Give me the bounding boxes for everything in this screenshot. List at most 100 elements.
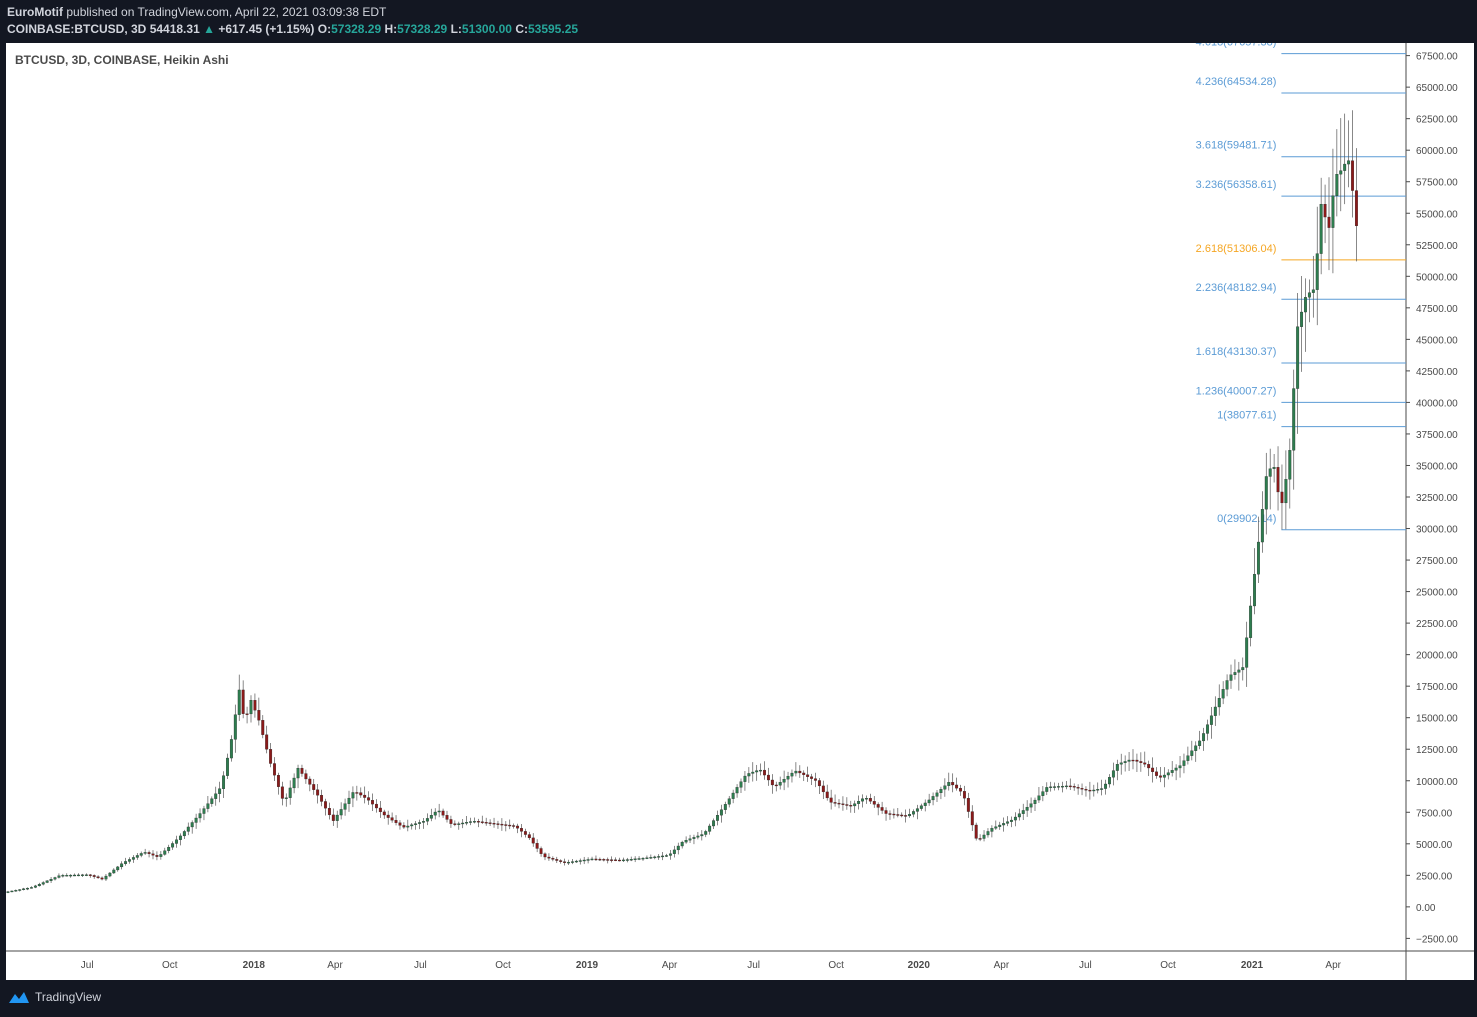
candle-body (198, 813, 202, 819)
candle-body (135, 855, 139, 858)
x-tick-label: 2019 (576, 960, 599, 971)
y-tick-label: 35000.00 (1416, 461, 1458, 472)
price-change: +617.45 (+1.15%) (218, 22, 315, 36)
candle-body (1135, 759, 1139, 762)
candle-body (923, 802, 927, 806)
candle-body (586, 859, 590, 861)
candle-body (10, 890, 14, 893)
candle-body (994, 826, 998, 829)
candle-body (339, 809, 343, 816)
candle-body (543, 853, 547, 858)
fib-level-label: 1.236(40007.27) (1196, 385, 1277, 397)
candle-body (868, 798, 872, 802)
candle-body (1237, 669, 1241, 673)
y-tick-label: 17500.00 (1416, 682, 1458, 693)
candle-body (167, 846, 171, 851)
candle-body (6, 891, 10, 893)
candle-body (1327, 216, 1331, 228)
candle-body (1339, 170, 1343, 175)
candle-body (504, 824, 508, 826)
candle-body (472, 821, 476, 823)
candle-body (610, 859, 614, 861)
candle-body (1064, 785, 1068, 788)
candle-body (1213, 706, 1217, 716)
candle-body (602, 859, 606, 861)
chart-panel[interactable]: 67500.00 65000.00 62500.00 60000.00 57500.00… (6, 43, 1474, 980)
candle-body (876, 804, 880, 808)
candle-body (1253, 574, 1256, 607)
candle-body (1084, 789, 1088, 791)
candle-body (794, 770, 798, 774)
candle-body (445, 815, 449, 820)
candle-body (927, 799, 931, 804)
candle-body (857, 801, 861, 804)
candle-body (625, 859, 629, 861)
candle-body (1311, 289, 1315, 293)
price-chart[interactable]: 67500.00 65000.00 62500.00 60000.00 57500.00… (6, 43, 1474, 980)
author-name[interactable]: EuroMotif (7, 5, 63, 19)
candle-body (1304, 297, 1307, 313)
candle-body (1147, 764, 1151, 769)
candle-body (712, 820, 716, 827)
candle-body (488, 822, 492, 824)
candle-body (508, 824, 512, 827)
x-tick-label: Apr (327, 960, 343, 971)
candle-body (606, 859, 610, 861)
candle-body (151, 853, 155, 856)
candle-body (845, 804, 849, 806)
candle-body (69, 874, 73, 877)
candle-body (896, 814, 900, 816)
candle-body (668, 853, 672, 856)
candle-body (500, 823, 504, 826)
y-tick-label: 62500.00 (1416, 115, 1458, 126)
candle-body (570, 861, 574, 863)
candle-body (618, 859, 621, 862)
candle-body (1292, 388, 1296, 451)
y-tick-label: 57500.00 (1416, 178, 1458, 189)
candle-body (1108, 777, 1111, 785)
candle-body (202, 808, 206, 814)
candle-body (1202, 733, 1206, 742)
candle-body (88, 874, 92, 876)
candle-body (104, 875, 108, 880)
candle-body (1225, 680, 1229, 690)
candle-body (182, 831, 186, 837)
candle-body (1315, 253, 1319, 290)
candle-body (935, 792, 939, 797)
candle-body (343, 803, 347, 810)
candle-body (163, 850, 167, 855)
candle-body (210, 798, 214, 804)
publish-line: EuroMotif published on TradingView.com, … (7, 5, 386, 19)
candle-body (249, 700, 253, 715)
candle-body (829, 797, 833, 803)
x-tick-label: Oct (1160, 960, 1176, 971)
candle-body (406, 825, 410, 828)
candle-body (621, 859, 625, 862)
candle-body (394, 820, 398, 823)
fib-level-label: 4.618(67657.38) (1196, 43, 1277, 49)
candle-body (833, 802, 837, 804)
candle-body (245, 713, 249, 715)
candle-body (947, 782, 951, 786)
candle-body (139, 853, 143, 856)
low-value: 51300.00 (461, 22, 512, 36)
candle-body (1006, 821, 1010, 824)
candle-body (347, 797, 351, 804)
x-tick-label: Apr (994, 960, 1010, 971)
candle-body (578, 860, 582, 862)
candle-body (1123, 761, 1127, 763)
candle-body (1178, 765, 1182, 769)
candle-body (904, 815, 908, 817)
candle-body (708, 825, 712, 832)
y-tick-label: 50000.00 (1416, 272, 1458, 283)
candle-body (735, 787, 739, 794)
candle-body (1021, 810, 1025, 814)
candle-body (696, 835, 700, 838)
footer-brand[interactable]: TradingView (35, 990, 102, 1004)
x-tick-label: Oct (828, 960, 844, 971)
candle-body (414, 823, 418, 825)
candle-body (300, 767, 304, 774)
candle-body (316, 789, 320, 796)
candle-body (1206, 724, 1209, 734)
candle-body (700, 834, 704, 837)
